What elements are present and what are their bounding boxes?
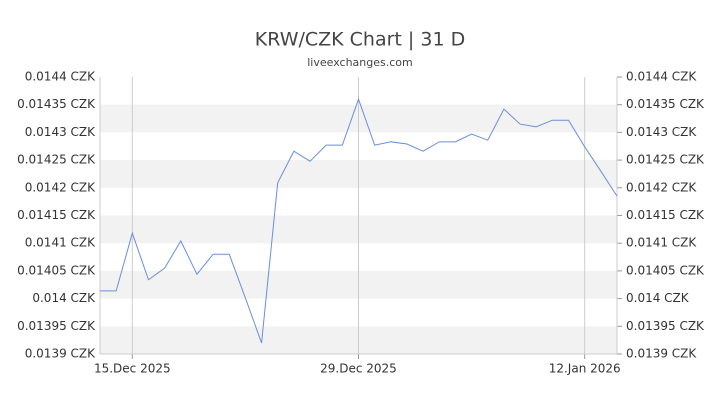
y2-tick-label: 0.0139 CZK	[626, 347, 697, 361]
y-tick-label: 0.0141 CZK	[25, 236, 96, 250]
y-tick-label: 0.0144 CZK	[25, 70, 96, 84]
y2-tick-label: 0.0141 CZK	[626, 236, 697, 250]
x-tick-label: 29.Dec 2025	[320, 362, 397, 376]
x-tick-label: 12.Jan 2026	[549, 362, 621, 376]
y2-tick-label: 0.0144 CZK	[626, 70, 697, 84]
x-tick-label: 15.Dec 2025	[94, 362, 171, 376]
y2-tick-label: 0.01405 CZK	[626, 263, 705, 277]
y2-tick-label: 0.01395 CZK	[626, 319, 705, 333]
y2-tick-label: 0.014 CZK	[626, 291, 690, 305]
y-tick-label: 0.0143 CZK	[25, 125, 96, 139]
y2-tick-label: 0.01425 CZK	[626, 153, 705, 167]
chart-subtitle: liveexchanges.com	[307, 56, 412, 69]
y-tick-label: 0.01405 CZK	[17, 263, 96, 277]
y-tick-label: 0.0139 CZK	[25, 347, 96, 361]
y-tick-label: 0.01425 CZK	[17, 153, 96, 167]
y-tick-label: 0.014 CZK	[32, 291, 96, 305]
y2-tick-label: 0.0142 CZK	[626, 180, 697, 194]
line	[100, 97, 618, 344]
y2-tick-label: 0.0143 CZK	[626, 125, 697, 139]
y-tick-label: 0.01395 CZK	[17, 319, 96, 333]
y2-tick-label: 0.01435 CZK	[626, 97, 705, 111]
y-tick-label: 0.0142 CZK	[25, 180, 96, 194]
y-tick-label: 0.01435 CZK	[17, 97, 96, 111]
chart-title: KRW/CZK Chart | 31 D	[255, 29, 465, 51]
y2-tick-label: 0.01415 CZK	[626, 208, 705, 222]
y-tick-label: 0.01415 CZK	[17, 208, 96, 222]
